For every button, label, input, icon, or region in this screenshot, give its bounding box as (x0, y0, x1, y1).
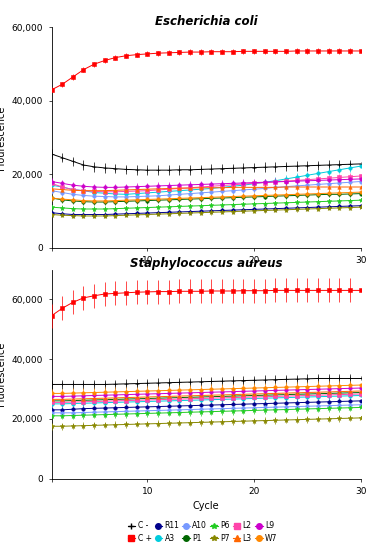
Title: Staphylococcus aureus: Staphylococcus aureus (130, 256, 282, 270)
Y-axis label: Flourescence: Flourescence (0, 105, 6, 170)
Y-axis label: Fluorescence: Fluorescence (0, 342, 6, 406)
Legend: C -, C +, R11, A3, A10, P1, P6, P7, L2, L3, L9, W7: C -, C +, R11, A3, A10, P1, P6, P7, L2, … (124, 518, 280, 546)
X-axis label: Cycle: Cycle (193, 271, 219, 281)
Title: Escherichia coli: Escherichia coli (155, 14, 257, 28)
X-axis label: Cycle: Cycle (193, 502, 219, 512)
